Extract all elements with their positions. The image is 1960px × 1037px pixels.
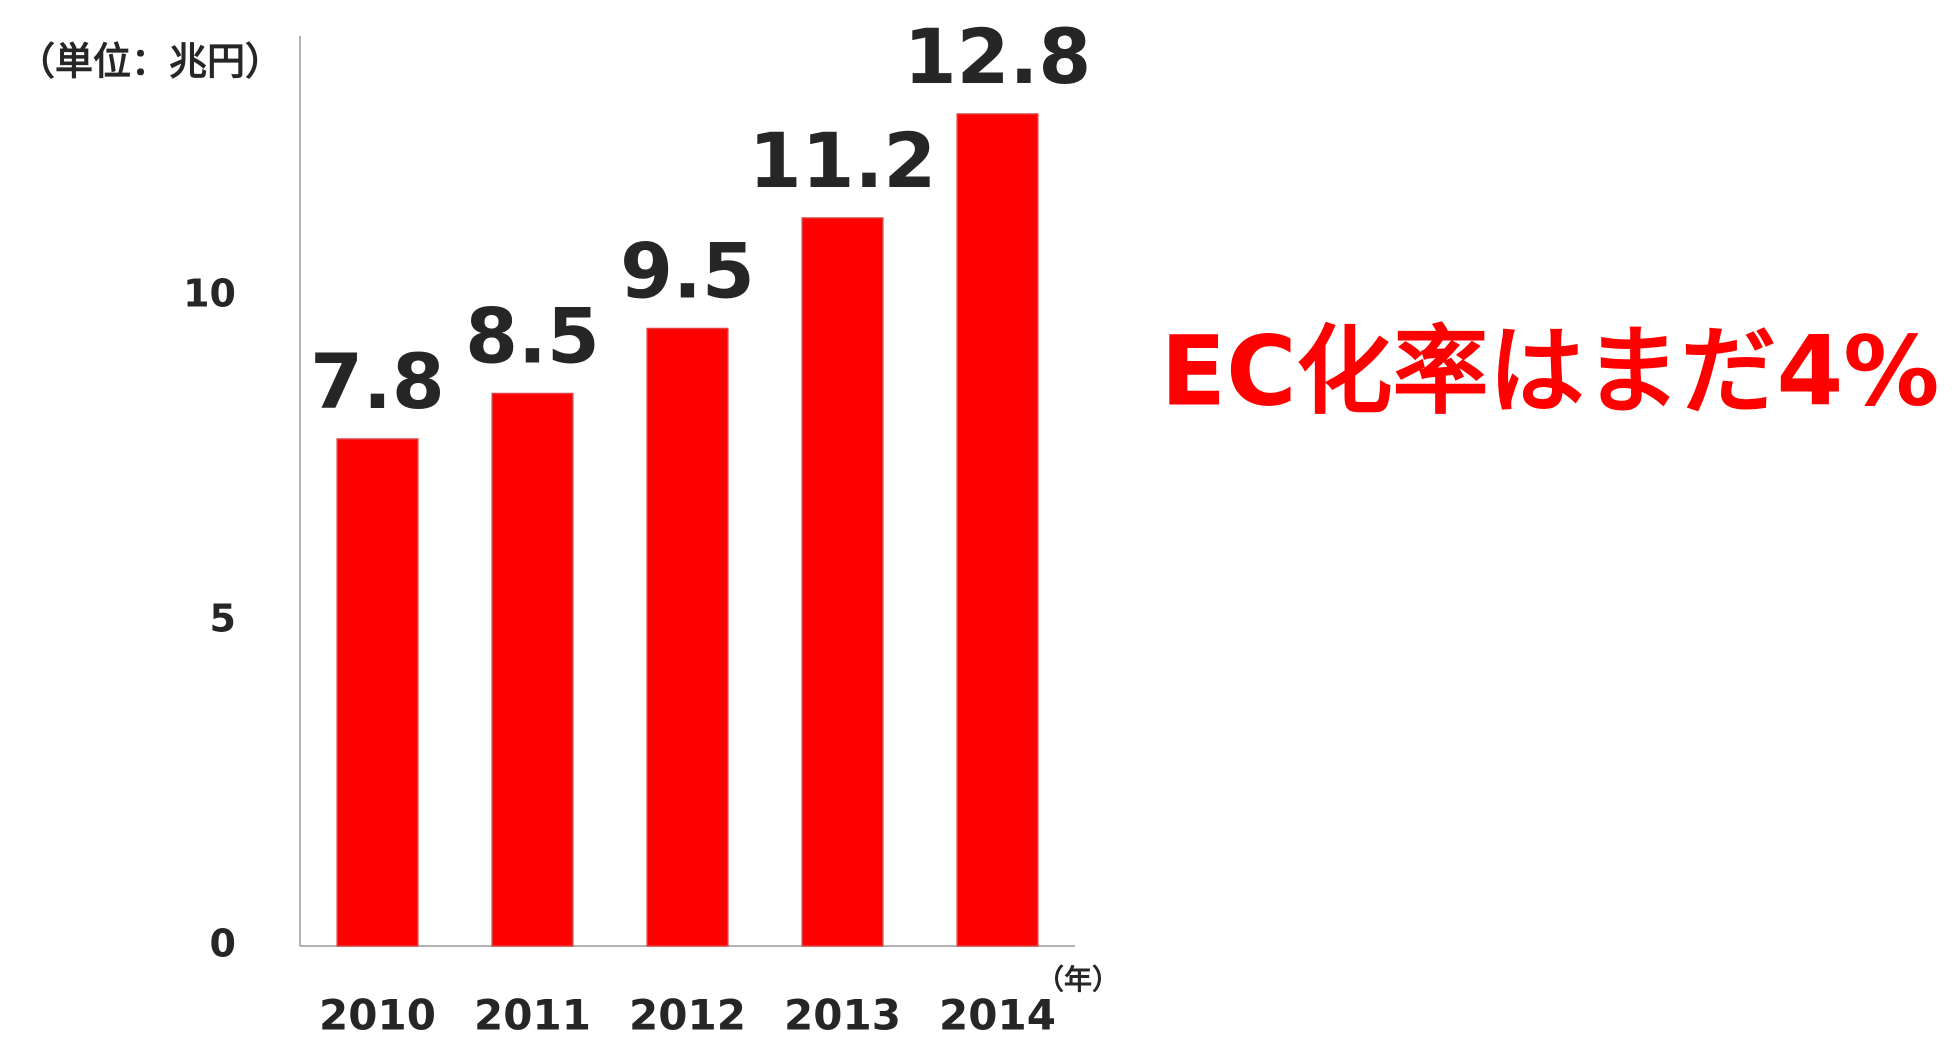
x-tick-label: 2012 (629, 991, 746, 1037)
x-tick-label: 2011 (474, 991, 591, 1037)
bar (801, 217, 884, 947)
y-tick-label: 5 (210, 597, 236, 641)
value-label: 8.5 (465, 291, 600, 380)
x-tick-label: 2013 (784, 991, 901, 1037)
annotation: EC化率はまだ4% (1160, 315, 1939, 427)
bar (956, 113, 1039, 947)
y-tick-label: 10 (183, 272, 236, 316)
bar (336, 438, 419, 947)
bar (646, 327, 729, 947)
x-tick-label: 2010 (319, 991, 436, 1037)
value-label: 9.5 (620, 226, 755, 315)
x-unit-label: （年） (1036, 963, 1120, 996)
y-tick-label: 0 (210, 922, 236, 966)
value-label: 7.8 (310, 337, 445, 426)
x-tick-label: 2014 (939, 991, 1056, 1037)
value-label: 11.2 (749, 116, 937, 205)
bar (491, 392, 574, 947)
y-unit-label: （単位：兆円） (17, 40, 283, 84)
value-label: 12.8 (904, 12, 1092, 101)
